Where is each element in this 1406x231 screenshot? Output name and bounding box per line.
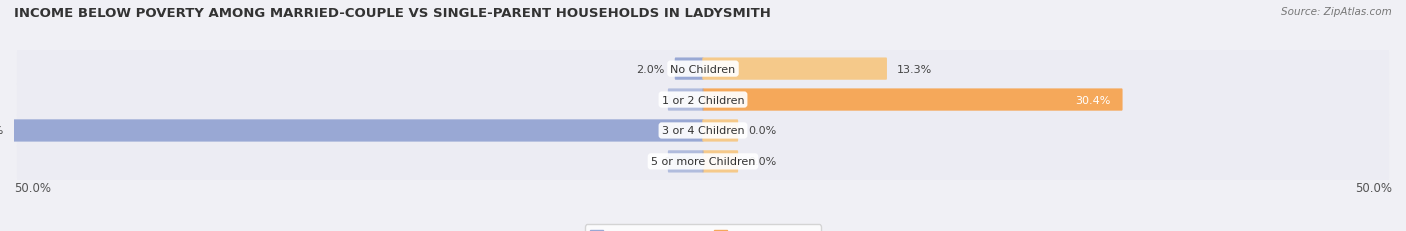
Text: 50.0%: 50.0% — [14, 181, 51, 194]
FancyBboxPatch shape — [17, 108, 1389, 154]
Text: 5 or more Children: 5 or more Children — [651, 157, 755, 167]
FancyBboxPatch shape — [703, 58, 887, 80]
Text: 0.0%: 0.0% — [748, 157, 776, 167]
FancyBboxPatch shape — [675, 58, 703, 80]
Text: 0.0%: 0.0% — [664, 157, 692, 167]
Text: INCOME BELOW POVERTY AMONG MARRIED-COUPLE VS SINGLE-PARENT HOUSEHOLDS IN LADYSMI: INCOME BELOW POVERTY AMONG MARRIED-COUPL… — [14, 7, 770, 20]
FancyBboxPatch shape — [703, 89, 1122, 111]
FancyBboxPatch shape — [17, 77, 1389, 123]
Text: Source: ZipAtlas.com: Source: ZipAtlas.com — [1281, 7, 1392, 17]
Text: 50.0%: 50.0% — [0, 126, 3, 136]
Legend: Married Couples, Single Parents: Married Couples, Single Parents — [585, 224, 821, 231]
Text: 50.0%: 50.0% — [1355, 181, 1392, 194]
Text: 3 or 4 Children: 3 or 4 Children — [662, 126, 744, 136]
Text: 13.3%: 13.3% — [897, 64, 932, 74]
FancyBboxPatch shape — [703, 120, 738, 142]
FancyBboxPatch shape — [668, 89, 703, 111]
Text: 2.0%: 2.0% — [636, 64, 665, 74]
Text: 1 or 2 Children: 1 or 2 Children — [662, 95, 744, 105]
FancyBboxPatch shape — [668, 151, 703, 173]
Text: 0.0%: 0.0% — [748, 126, 776, 136]
Text: 30.4%: 30.4% — [1076, 95, 1111, 105]
FancyBboxPatch shape — [703, 151, 738, 173]
FancyBboxPatch shape — [14, 120, 703, 142]
Text: 0.0%: 0.0% — [664, 95, 692, 105]
FancyBboxPatch shape — [17, 139, 1389, 185]
FancyBboxPatch shape — [17, 46, 1389, 92]
Text: No Children: No Children — [671, 64, 735, 74]
